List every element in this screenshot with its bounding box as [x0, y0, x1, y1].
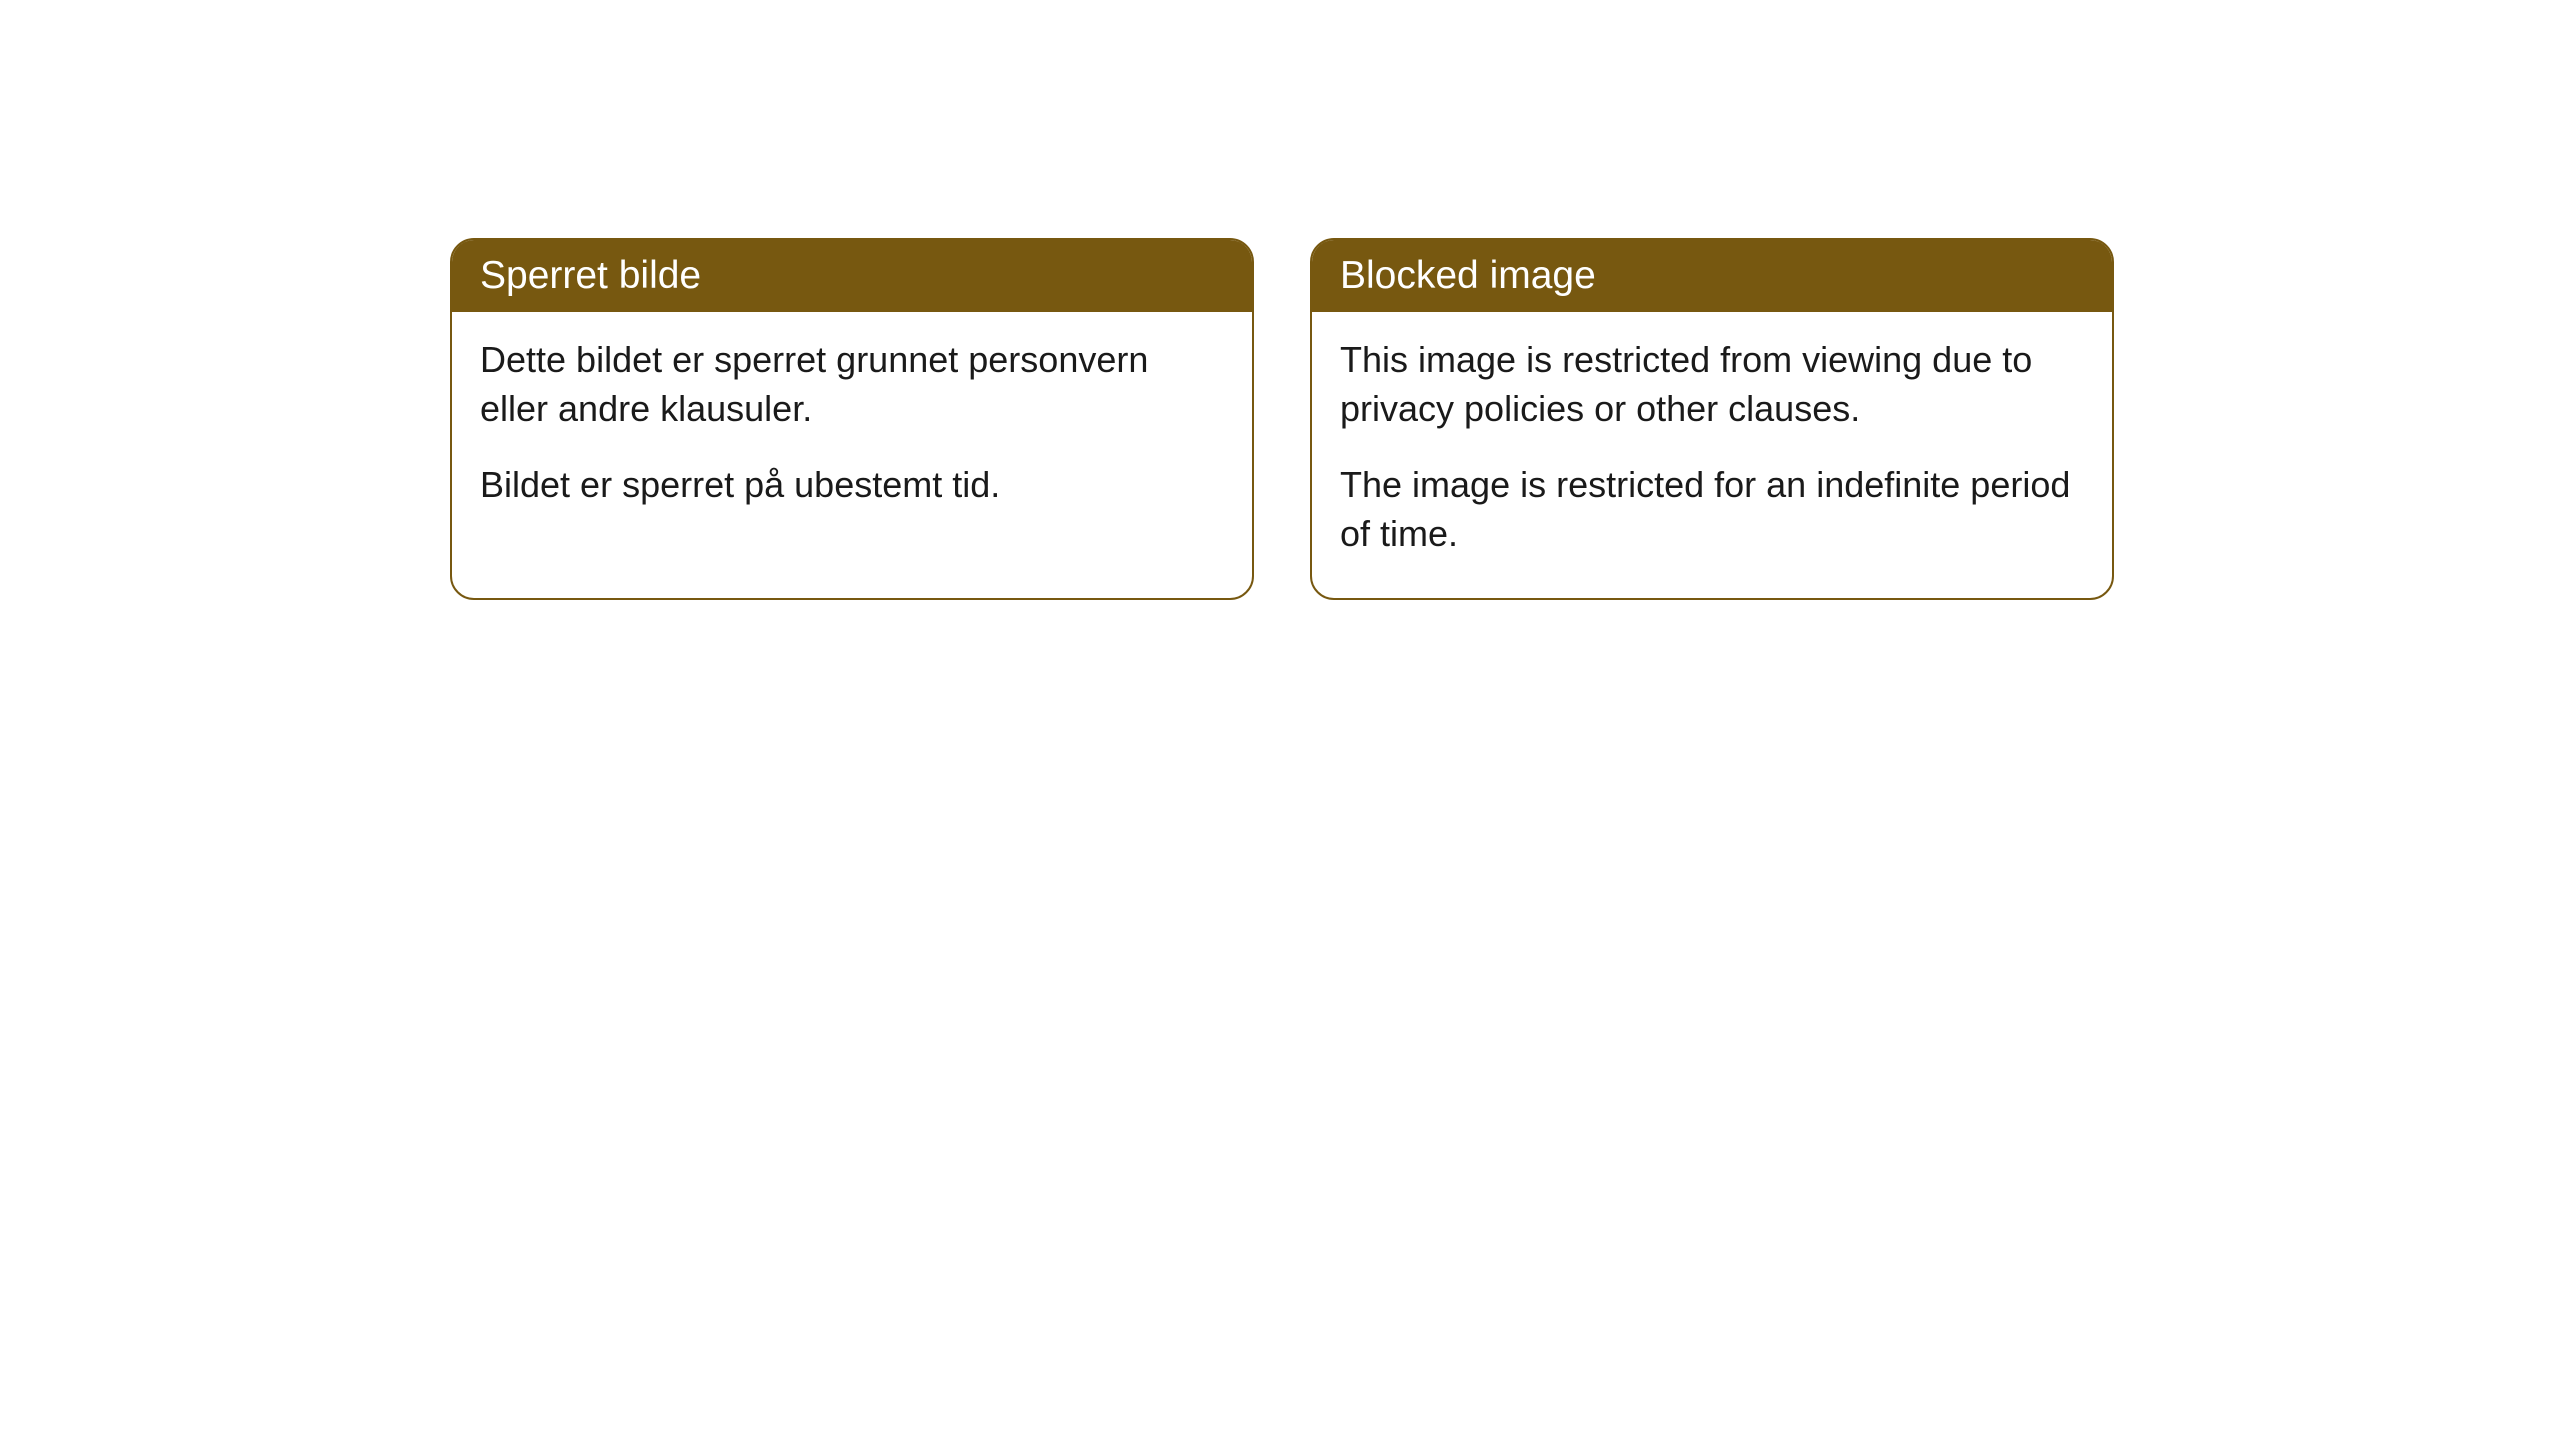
notice-card-paragraph: Dette bildet er sperret grunnet personve… — [480, 336, 1224, 433]
notice-card-header: Sperret bilde — [452, 240, 1252, 312]
notice-card-body: Dette bildet er sperret grunnet personve… — [452, 312, 1252, 550]
notice-card-english: Blocked image This image is restricted f… — [1310, 238, 2114, 600]
notice-card-header: Blocked image — [1312, 240, 2112, 312]
notice-card-title: Sperret bilde — [480, 254, 701, 297]
notice-card-title: Blocked image — [1340, 254, 1596, 297]
notice-card-body: This image is restricted from viewing du… — [1312, 312, 2112, 598]
notice-card-paragraph: Bildet er sperret på ubestemt tid. — [480, 461, 1224, 510]
notice-card-paragraph: This image is restricted from viewing du… — [1340, 336, 2084, 433]
notice-card-norwegian: Sperret bilde Dette bildet er sperret gr… — [450, 238, 1254, 600]
notice-cards-container: Sperret bilde Dette bildet er sperret gr… — [450, 238, 2114, 600]
notice-card-paragraph: The image is restricted for an indefinit… — [1340, 461, 2084, 558]
